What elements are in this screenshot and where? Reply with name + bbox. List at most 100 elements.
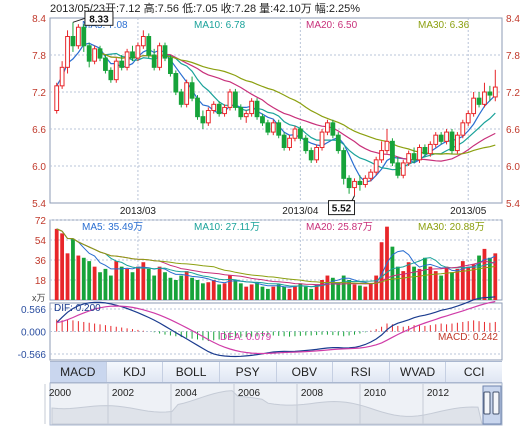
tab-obv[interactable]: OBV (277, 362, 334, 382)
candle (330, 119, 336, 139)
candle (168, 55, 173, 77)
volume-bar (320, 280, 324, 300)
volume-bar (309, 288, 314, 300)
candle (379, 141, 384, 163)
ma-legend-item: MA30: 6.36 (418, 20, 470, 31)
candlesticks (54, 22, 498, 196)
volume-bar (136, 266, 140, 300)
volume-bar (282, 286, 287, 300)
candle (108, 67, 114, 83)
volume-bar (201, 283, 205, 300)
candle (227, 88, 233, 111)
candle (384, 129, 390, 154)
price-tick-left: 7.2 (32, 88, 46, 99)
tab-psy[interactable]: PSY (220, 362, 277, 382)
volume-bar (249, 284, 254, 300)
volume-bar (173, 280, 178, 300)
dif-line (56, 296, 496, 358)
candle-body (130, 51, 135, 59)
volume-bar (184, 271, 189, 300)
macd-legend: DIF: 0.200 DEA: 0.079 MACD: 0.242 (54, 303, 498, 343)
volume-bar (65, 253, 70, 300)
volume-bar (119, 266, 124, 300)
candle-body (270, 122, 276, 133)
low-callout-label: 5.52 (332, 204, 352, 215)
candle-body (195, 97, 200, 118)
volume-bar (152, 275, 157, 300)
volume-bar (455, 268, 460, 300)
volume-bar (303, 286, 308, 300)
price-tick-right: 6.6 (506, 125, 520, 136)
volume-bar (433, 271, 438, 300)
candle (276, 119, 282, 139)
candle (454, 132, 460, 154)
candle (406, 150, 412, 166)
timeline-year: 2002 (112, 388, 135, 399)
candle-body (417, 147, 422, 161)
candle (492, 69, 498, 102)
price-axis: 8.4 8.4 7.8 7.8 7.2 7.2 6.6 6.6 6.0 6.0 5.4 5.4 (32, 14, 520, 210)
candle (357, 175, 363, 191)
volume-bar (92, 266, 97, 300)
candle (113, 58, 119, 83)
volume-bar (190, 277, 194, 300)
candle (314, 144, 320, 163)
volume-legend-item: MA10: 27.11万 (194, 222, 260, 233)
price-tick-right: 7.2 (506, 88, 520, 99)
candle-body (476, 97, 482, 105)
volume-bar (358, 285, 362, 300)
candle (400, 159, 406, 179)
volume-bar (98, 272, 102, 300)
candle-body (357, 180, 363, 186)
range-handle-left[interactable] (483, 391, 491, 415)
date-tick: 2013/04 (282, 206, 319, 217)
volume-bar (395, 266, 400, 300)
candle (189, 76, 195, 102)
volume-bar (217, 284, 222, 300)
volume-bar (428, 266, 433, 300)
candle-body (433, 134, 439, 145)
candle (86, 42, 92, 68)
volume-bar (293, 285, 297, 300)
tab-rsi[interactable]: RSI (333, 362, 390, 382)
candle (411, 147, 417, 163)
tab-boll[interactable]: BOLL (163, 362, 220, 382)
ma-legend-item: MA10: 6.78 (194, 20, 246, 31)
candle-body (400, 162, 406, 176)
volume-bar (244, 286, 249, 300)
macd-lines (56, 296, 496, 358)
candle (444, 129, 449, 145)
tab-macd[interactable]: MACD (50, 362, 107, 382)
tab-wvad[interactable]: WVAD (390, 362, 447, 382)
volume-ma-line (56, 228, 496, 284)
candle-body (238, 106, 244, 118)
candle (292, 125, 298, 142)
candle-body (390, 140, 395, 164)
candle (92, 45, 98, 65)
candle-body (103, 57, 108, 71)
candle (308, 147, 314, 163)
volume-bar (487, 257, 492, 300)
volume-bar (76, 255, 81, 300)
volume-bar (271, 286, 276, 300)
tab-cci[interactable]: CCI (463, 365, 485, 379)
timeline-area (51, 390, 483, 425)
volume-bar (314, 284, 319, 300)
dea-legend: DEA: 0.079 (220, 332, 272, 343)
candle-body (482, 91, 487, 105)
timeline-navigator[interactable]: 2000 2002 2004 2006 2008 2010 2012 (44, 382, 503, 426)
tab-kdj[interactable]: KDJ (107, 362, 164, 382)
candle (211, 101, 217, 114)
candle (281, 132, 287, 151)
candle-body (162, 45, 168, 59)
candle-body (108, 69, 114, 81)
volume-bar (130, 272, 135, 300)
volume-bar (341, 275, 346, 300)
candle-body (243, 113, 249, 118)
range-handle-right[interactable] (492, 391, 500, 415)
candle (427, 141, 433, 157)
candle-body (222, 106, 227, 115)
candle-body (465, 113, 471, 124)
candle-body (265, 122, 271, 133)
volume-bar (482, 248, 487, 300)
